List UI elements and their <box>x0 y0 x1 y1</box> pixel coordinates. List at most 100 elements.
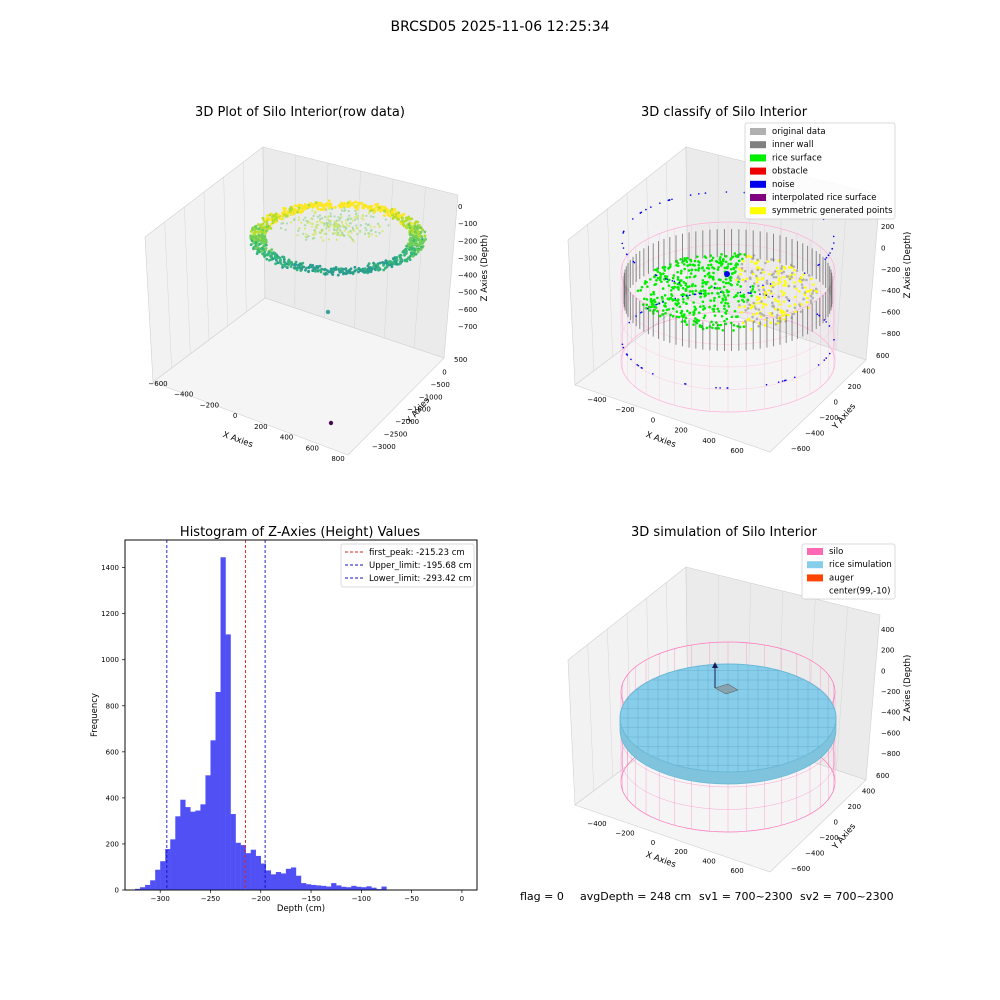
classify-data-point <box>678 305 682 309</box>
raw-data-point <box>413 225 417 228</box>
raw-data-point <box>348 214 351 217</box>
classify-data-point <box>746 318 750 322</box>
histogram-bar <box>150 880 156 890</box>
classify-noise-point <box>640 211 643 214</box>
classify-noise-point <box>637 364 640 367</box>
classify-data-point <box>717 310 721 313</box>
classify-data-point <box>780 271 784 275</box>
raw-data-point <box>268 217 271 221</box>
raw-data-point <box>408 241 412 244</box>
classify-data-point <box>722 280 725 284</box>
classify-data-point <box>675 264 678 267</box>
raw-data-point <box>370 204 374 208</box>
classify-data-point <box>709 263 713 267</box>
classify-data-point <box>729 267 733 271</box>
raw-data-point <box>338 234 342 237</box>
raw-x-tick: −600 <box>148 380 167 388</box>
raw-data-point <box>322 239 325 242</box>
classify-data-point <box>803 293 807 297</box>
classify-noise-point <box>783 379 786 382</box>
raw-data-point <box>260 249 264 253</box>
classify-noise-point <box>824 258 826 260</box>
histogram-bar <box>210 740 216 890</box>
raw-data-point <box>261 228 265 232</box>
raw-data-point <box>305 219 308 223</box>
raw-data-point <box>286 212 289 215</box>
histogram-y-tick: 200 <box>106 840 119 848</box>
classify-data-point <box>744 279 747 283</box>
raw-data-point <box>334 265 338 269</box>
classify-data-point <box>765 281 769 285</box>
raw-data-point <box>408 257 411 260</box>
raw-data-point <box>259 223 263 227</box>
histogram-bar <box>250 849 256 890</box>
classify-noise-point <box>685 295 688 297</box>
raw-data-point <box>268 258 271 262</box>
raw-data-point <box>267 250 271 254</box>
classify-data-point <box>805 300 809 304</box>
raw-data-point <box>382 263 385 267</box>
classify-noise-point <box>719 387 721 389</box>
classify-data-point <box>782 283 786 287</box>
classify-data-point <box>736 291 740 295</box>
classify-data-point <box>655 279 658 282</box>
classify-data-point <box>661 313 664 316</box>
classify-data-point <box>734 254 738 258</box>
raw-data-point <box>370 228 373 232</box>
raw-data-point <box>329 212 332 215</box>
classify-data-point <box>719 256 722 259</box>
raw-data-point <box>261 235 265 238</box>
classify-data-point <box>697 319 701 322</box>
classify-x-tick: −400 <box>587 396 606 404</box>
raw-data-point <box>277 213 281 217</box>
raw-data-point <box>297 218 301 222</box>
raw-data-point <box>403 224 406 228</box>
classify-data-point <box>697 269 700 272</box>
raw-data-point <box>416 220 420 224</box>
classify-data-point <box>713 314 717 317</box>
raw-data-point <box>318 214 322 217</box>
classify-data-point <box>758 266 762 270</box>
classify-data-point <box>718 258 722 261</box>
histogram-bar <box>381 886 387 890</box>
raw-data-point <box>369 209 372 213</box>
classify-data-point <box>710 326 714 330</box>
classify-data-point <box>717 323 720 327</box>
simulation-auger <box>712 662 739 695</box>
raw-y-tick: −1500 <box>407 406 431 414</box>
classify-z-tick: −800 <box>881 330 900 338</box>
classify-data-point <box>723 304 726 308</box>
raw-data-point <box>380 208 384 211</box>
classify-data-point <box>656 270 660 273</box>
simulation-z-tick: 400 <box>881 626 894 634</box>
classify-data-point <box>749 255 753 259</box>
histogram-bar <box>270 874 277 890</box>
raw-data-point <box>305 238 308 241</box>
classify-data-point <box>703 314 707 318</box>
classify-data-point <box>670 292 673 296</box>
classify-data-point <box>801 286 804 289</box>
histogram-bar <box>341 886 347 890</box>
histogram-bar <box>275 872 282 890</box>
raw-data-point <box>289 221 293 224</box>
classify-noise-point <box>630 358 632 361</box>
classify-data-point <box>709 299 712 302</box>
classify-data-point <box>732 266 736 270</box>
classify-data-point <box>717 295 721 299</box>
raw-data-point <box>361 267 365 271</box>
raw-data-point <box>304 216 307 219</box>
raw-data-point <box>315 220 319 223</box>
classify-data-point <box>682 297 685 301</box>
panel-raw-3d: 3D Plot of Silo Interior(row data) −600−… <box>144 105 490 463</box>
raw-data-point <box>302 218 305 221</box>
classify-data-point <box>722 291 725 294</box>
classify-noise-point <box>762 284 764 287</box>
classify-noise-point <box>631 218 634 220</box>
raw-z-tick: −600 <box>458 306 477 314</box>
classify-noise-point <box>640 311 643 313</box>
classify-data-point <box>740 295 744 298</box>
raw-data-point <box>285 222 289 225</box>
raw-data-point <box>387 224 390 227</box>
classify-data-point <box>792 312 796 316</box>
classify-noise-point <box>777 381 780 383</box>
